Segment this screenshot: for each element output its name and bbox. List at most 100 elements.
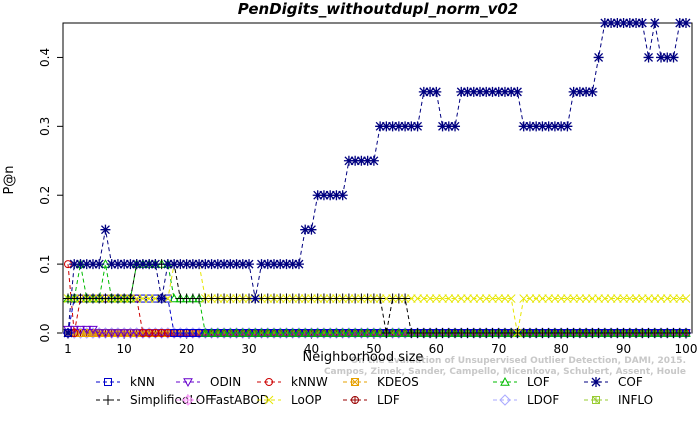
point-LOF-38	[294, 327, 304, 337]
point-COF-89	[612, 18, 623, 28]
point-COF-66	[468, 86, 479, 97]
point-COF-61	[437, 121, 448, 132]
point-LOF-37	[287, 327, 298, 337]
point-COF-34	[269, 259, 279, 270]
x-tick-label-1: 1	[64, 342, 72, 356]
point-COF-88	[606, 18, 617, 28]
point-COF-30	[244, 259, 255, 270]
x-tick-label-50: 50	[366, 342, 381, 356]
point-LoOP-71	[500, 294, 510, 303]
point-COF-76	[531, 121, 542, 132]
watermark-line-2: On the Evaluation of Unsupervised Outlie…	[351, 356, 686, 366]
point-LOF-54	[393, 327, 404, 337]
legend-label-SimplifiedLOF: SimplifiedLOF	[130, 393, 212, 407]
point-COF-50	[368, 155, 379, 166]
point-COF-46	[343, 155, 354, 166]
point-SimplifiedLOF-52	[381, 328, 392, 338]
point-LOF-48	[356, 327, 367, 337]
point-LoOP-83	[575, 294, 585, 303]
legend-item-KDEOS: KDEOS	[343, 375, 419, 389]
series-markers-SimplifiedLOF	[63, 259, 691, 338]
x-axis-label: Neighborhood size	[303, 350, 424, 365]
point-LoOP-89	[612, 294, 622, 303]
point-COF-16	[156, 293, 167, 304]
point-LoOP-74	[519, 294, 529, 303]
legend-item-kNNW: kNNW	[257, 375, 328, 389]
x-tick-label-70: 70	[491, 342, 506, 356]
point-SimplifiedLOF-51	[375, 293, 386, 304]
legend-item-LoOP: LoOP	[257, 393, 322, 407]
point-LoOP-80	[556, 294, 566, 303]
point-ODIN-9	[113, 329, 123, 339]
point-ODIN-8	[106, 329, 117, 339]
series-line-kNN	[67, 298, 686, 334]
legend: kNN ODIN kNNW KDEOS LOF COF SimplifiedLOFFastA…	[96, 375, 653, 407]
legend-marker-ODIN	[183, 378, 193, 388]
legend-item-INFLO: INFLO	[584, 393, 653, 407]
point-LoOP-63	[450, 294, 460, 303]
point-COF-44	[331, 190, 342, 201]
point-kNN-20	[182, 329, 191, 337]
point-LoOP-13	[138, 294, 148, 303]
point-COF-86	[593, 52, 604, 63]
point-LoOP-66	[469, 294, 479, 303]
point-COF-75	[524, 121, 535, 132]
legend-item-LDOF: LDOF	[493, 393, 559, 407]
point-COF-19	[175, 259, 186, 270]
chart-title: PenDigits_withoutdupl_norm_v02	[238, 0, 518, 18]
point-COF-83	[574, 86, 585, 97]
watermark: Campos, Zimek, Sander, Campello, Micenko…	[324, 356, 686, 377]
point-LoOP-70	[494, 294, 504, 303]
legend-item-ODIN: ODIN	[176, 375, 241, 389]
x-tick-label-40: 40	[304, 342, 319, 356]
point-LoOP-81	[563, 294, 572, 303]
point-COF-54	[393, 121, 404, 132]
point-COF-93	[637, 18, 648, 28]
point-COF-8	[106, 259, 117, 270]
point-LoOP-99	[675, 294, 685, 303]
x-tick-label-30: 30	[241, 342, 256, 356]
point-kNNW-14	[145, 329, 154, 337]
point-COF-60	[431, 86, 442, 97]
point-COF-99	[674, 18, 685, 28]
point-LoOP-88	[606, 294, 616, 303]
legend-marker-LOF	[500, 376, 510, 386]
point-COF-29	[237, 259, 248, 270]
y-axis-label: P@n	[2, 165, 17, 194]
legend-item-SimplifiedLOF: SimplifiedLOF	[96, 393, 212, 407]
point-COF-95	[649, 18, 660, 28]
legend-marker-SimplifiedLOF	[103, 395, 113, 405]
point-COF-42	[318, 190, 329, 201]
point-COF-3	[75, 259, 86, 270]
point-COF-71	[499, 86, 510, 97]
point-COF-41	[312, 190, 323, 201]
point-COF-6	[94, 259, 105, 270]
point-LoOP-93	[637, 294, 647, 303]
point-LOF-45	[337, 327, 348, 337]
point-kNNW-13	[138, 329, 147, 337]
legend-label-INFLO: INFLO	[618, 393, 653, 407]
point-LoOP-52	[382, 294, 391, 303]
legend-label-LDOF: LDOF	[527, 393, 559, 407]
point-LOF-34	[269, 327, 279, 337]
point-COF-48	[356, 155, 367, 166]
point-COF-96	[656, 52, 667, 63]
point-COF-52	[381, 121, 392, 132]
point-LoOP-86	[594, 294, 603, 303]
legend-marker-LDF	[351, 396, 359, 404]
point-COF-59	[425, 86, 436, 97]
legend-label-kNN: kNN	[130, 375, 155, 389]
point-LoOP-98	[669, 294, 678, 303]
point-COF-84	[581, 86, 592, 97]
y-tick-label-0.2: 0.2	[38, 186, 52, 205]
point-COF-39	[300, 224, 311, 235]
point-ODIN-12	[131, 329, 142, 339]
point-LoOP-95	[650, 294, 660, 303]
point-COF-36	[281, 259, 292, 270]
x-tick-label-60: 60	[429, 342, 444, 356]
point-LOF-50	[369, 327, 379, 337]
point-LoOP-61	[438, 294, 447, 303]
point-COF-31	[250, 293, 261, 304]
point-LOF-46	[344, 327, 354, 337]
